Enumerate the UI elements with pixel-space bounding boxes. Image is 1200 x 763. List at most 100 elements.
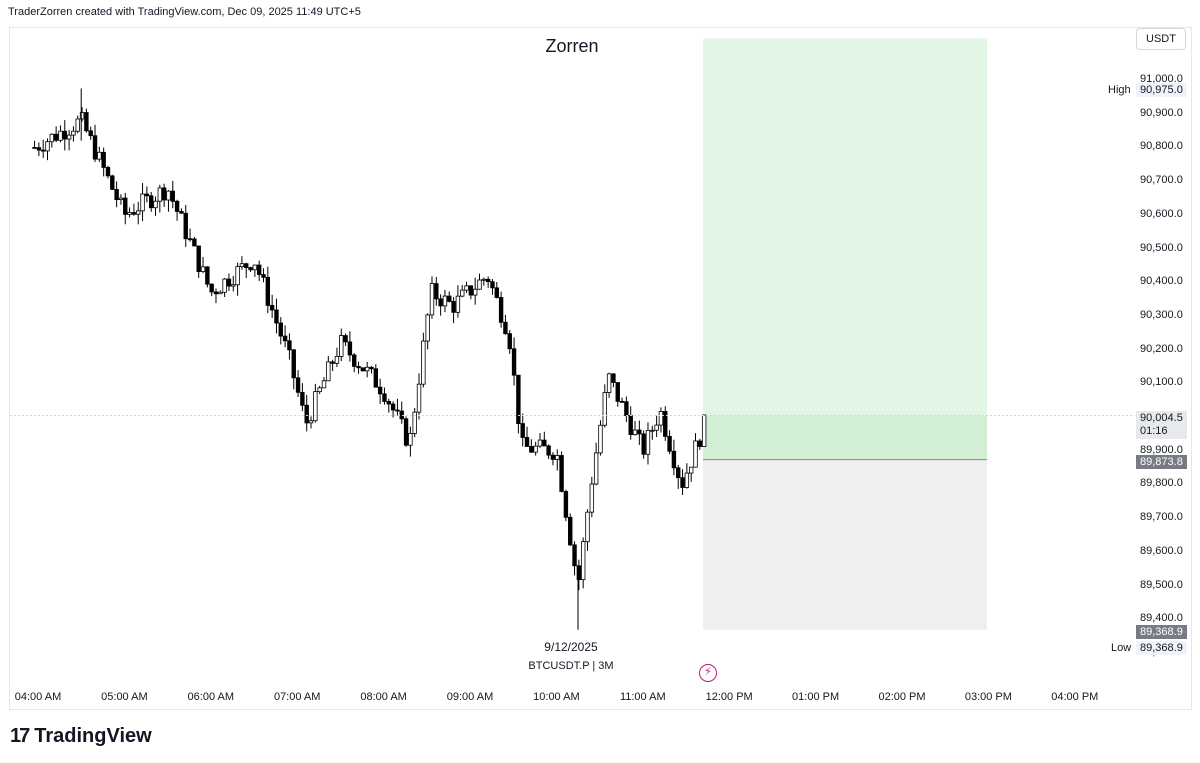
x-tick-label: 03:00 PM bbox=[964, 691, 1012, 703]
candle-up bbox=[308, 420, 314, 424]
candle-up bbox=[153, 200, 158, 209]
candle-up bbox=[239, 263, 245, 268]
candle-down bbox=[269, 305, 275, 311]
x-tick-label: 01:00 PM bbox=[792, 691, 840, 703]
candle-up bbox=[200, 266, 206, 272]
candle-down bbox=[615, 382, 620, 402]
candle-up bbox=[589, 483, 595, 513]
candle-down bbox=[641, 433, 646, 455]
candle-down bbox=[546, 445, 551, 456]
lightning-icon[interactable]: ⚡ bbox=[699, 664, 717, 682]
candle-down bbox=[572, 544, 577, 567]
y-tick-label: 89,900.0 bbox=[1140, 443, 1183, 456]
candle-up bbox=[598, 424, 603, 454]
candle-up bbox=[45, 141, 50, 152]
candle-down bbox=[399, 410, 404, 420]
chart-title: Zorren bbox=[545, 36, 599, 56]
candle-down bbox=[356, 365, 361, 369]
candle-down bbox=[265, 276, 271, 306]
y-tick-label: 90,100.0 bbox=[1140, 376, 1183, 389]
candle-down bbox=[447, 295, 452, 302]
candle-up bbox=[412, 411, 417, 434]
candle-down bbox=[619, 400, 625, 403]
candle-down bbox=[403, 418, 409, 446]
candle-down bbox=[123, 197, 128, 215]
candle-up bbox=[97, 151, 102, 160]
candle-down bbox=[278, 322, 283, 337]
y-tick-label: 90,200.0 bbox=[1140, 342, 1183, 355]
chart-frame[interactable] bbox=[9, 27, 1192, 710]
candle-down bbox=[485, 278, 491, 283]
candle-down bbox=[205, 266, 210, 285]
candle-down bbox=[382, 393, 387, 402]
candle-down bbox=[291, 349, 296, 379]
candle-down bbox=[343, 335, 348, 343]
candle-down bbox=[256, 264, 262, 275]
candle-up bbox=[533, 445, 538, 453]
candle-down bbox=[170, 190, 175, 202]
logo-text: TradingView bbox=[34, 725, 152, 747]
candle-up bbox=[606, 373, 612, 393]
candle-down bbox=[84, 112, 89, 132]
candle-up bbox=[650, 429, 655, 432]
candle-down bbox=[183, 212, 188, 240]
candle-up bbox=[71, 130, 76, 136]
candle-up bbox=[166, 190, 171, 201]
candle-up bbox=[218, 291, 223, 295]
candle-up bbox=[364, 366, 370, 372]
candle-up bbox=[460, 289, 465, 297]
candle-up bbox=[339, 335, 344, 357]
candle-down bbox=[330, 361, 335, 364]
y-tick-label: 90,700.0 bbox=[1140, 174, 1183, 187]
x-tick-label: 06:00 AM bbox=[187, 691, 235, 703]
x-tick-label: 05:00 AM bbox=[101, 691, 148, 703]
stop-zone bbox=[703, 459, 987, 630]
candle-down bbox=[373, 368, 379, 388]
candle-up bbox=[317, 387, 322, 393]
x-tick-label: 12:00 PM bbox=[705, 691, 753, 703]
candle-down bbox=[148, 195, 154, 209]
candle-down bbox=[386, 401, 391, 405]
candle-down bbox=[451, 301, 456, 313]
candle-up bbox=[658, 411, 664, 426]
x-tick-label: 09:00 AM bbox=[446, 691, 494, 703]
candle-down bbox=[105, 167, 111, 177]
candle-down bbox=[611, 373, 616, 383]
candle-up bbox=[688, 466, 694, 474]
candle-up bbox=[645, 430, 651, 455]
candle-down bbox=[187, 238, 193, 241]
low-label: Low bbox=[1111, 642, 1132, 654]
currency-selector[interactable]: USDT bbox=[1136, 28, 1186, 50]
candle-up bbox=[157, 187, 163, 202]
candle-up bbox=[118, 197, 124, 201]
candle-up bbox=[593, 452, 599, 485]
candle-down bbox=[434, 283, 439, 300]
candle-down bbox=[53, 133, 59, 141]
candle-down bbox=[529, 446, 534, 453]
candle-up bbox=[442, 295, 448, 307]
y-tick-label: 90,500.0 bbox=[1140, 241, 1183, 254]
candle-up bbox=[326, 361, 331, 382]
candle-down bbox=[503, 321, 508, 335]
candle-up bbox=[140, 193, 145, 212]
x-tick-label: 11:00 AM bbox=[619, 691, 666, 703]
candle-down bbox=[110, 175, 115, 190]
candle-down bbox=[226, 278, 232, 287]
candle-down bbox=[369, 366, 374, 370]
candle-up bbox=[455, 295, 461, 313]
candle-up bbox=[58, 130, 63, 141]
x-tick-label: 10:00 AM bbox=[533, 691, 580, 703]
candle-down bbox=[213, 291, 219, 295]
candle-down bbox=[550, 454, 556, 460]
y-tick-label: 89,700.0 bbox=[1140, 511, 1183, 524]
candle-down bbox=[377, 386, 383, 395]
high-label: High bbox=[1108, 84, 1131, 96]
candle-down bbox=[494, 287, 499, 298]
candle-down bbox=[490, 281, 495, 289]
candle-down bbox=[559, 455, 564, 492]
attribution-text: TraderZorren created with TradingView.co… bbox=[8, 6, 361, 18]
y-tick-label: 90,400.0 bbox=[1140, 275, 1183, 288]
candle-up bbox=[580, 541, 586, 581]
candle-up bbox=[537, 439, 543, 447]
